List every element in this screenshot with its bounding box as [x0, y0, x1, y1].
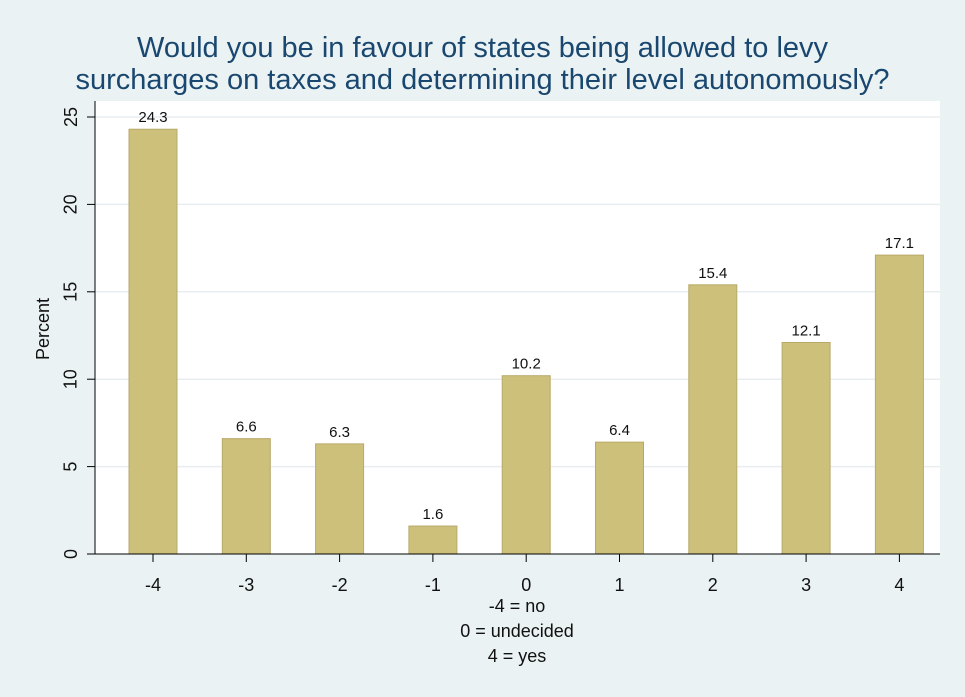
y-tick-label: 0: [61, 549, 81, 559]
x-axis-title-line: -4 = no: [489, 596, 546, 616]
data-labels: 24.3 6.6 6.3 1.6 10.2 6.4 15.4 12.1 17.1: [138, 109, 914, 523]
y-tick-label: 25: [61, 107, 81, 127]
y-tick-label: 15: [61, 282, 81, 302]
data-label-1: 6.4: [609, 422, 630, 439]
bar-1: [595, 441, 644, 555]
y-tick-label: 5: [61, 462, 81, 472]
bars: [128, 128, 924, 555]
bar--3: [221, 438, 271, 555]
chart-title-line-1: Would you be in favour of states being a…: [136, 32, 829, 64]
x-tick-label: 3: [801, 575, 811, 595]
axes: 0 5 10 15 20 25 -4 -3 -2 -1 0 1 2 3 4: [61, 101, 940, 595]
data-label-2: 15.4: [698, 265, 727, 282]
data-label--1: 1.6: [422, 506, 443, 523]
x-tick-label: -2: [332, 575, 348, 595]
x-tick-label: -3: [238, 575, 254, 595]
bar--1: [408, 525, 458, 555]
bar-3: [781, 341, 831, 555]
x-tick-label: 2: [708, 575, 718, 595]
x-axis-title-line: 4 = yes: [488, 646, 547, 666]
x-tick-label: 4: [894, 575, 904, 595]
x-tick-label: 1: [614, 575, 624, 595]
bar--4: [128, 128, 178, 555]
bar-4: [874, 254, 924, 555]
x-tick-label: -4: [145, 575, 161, 595]
bar-0: [501, 375, 551, 555]
x-axis-title-line: 0 = undecided: [460, 621, 574, 641]
x-tick-label: 0: [521, 575, 531, 595]
y-tick-label: 20: [61, 194, 81, 214]
data-label--3: 6.6: [236, 419, 257, 436]
data-label-0: 10.2: [512, 356, 541, 373]
data-label-3: 12.1: [791, 322, 820, 339]
y-axis-title: Percent: [33, 298, 53, 360]
data-label--2: 6.3: [329, 424, 350, 441]
data-label-4: 17.1: [885, 235, 914, 252]
bar--2: [315, 443, 365, 555]
x-tick-label: -1: [425, 575, 441, 595]
chart-title-line-2: surcharges on taxes and determining thei…: [75, 64, 890, 96]
data-label--4: 24.3: [138, 109, 167, 126]
x-axis-title: -4 = no 0 = undecided 4 = yes: [460, 596, 574, 666]
y-tick-label: 10: [61, 369, 81, 389]
bar-2: [688, 284, 738, 555]
